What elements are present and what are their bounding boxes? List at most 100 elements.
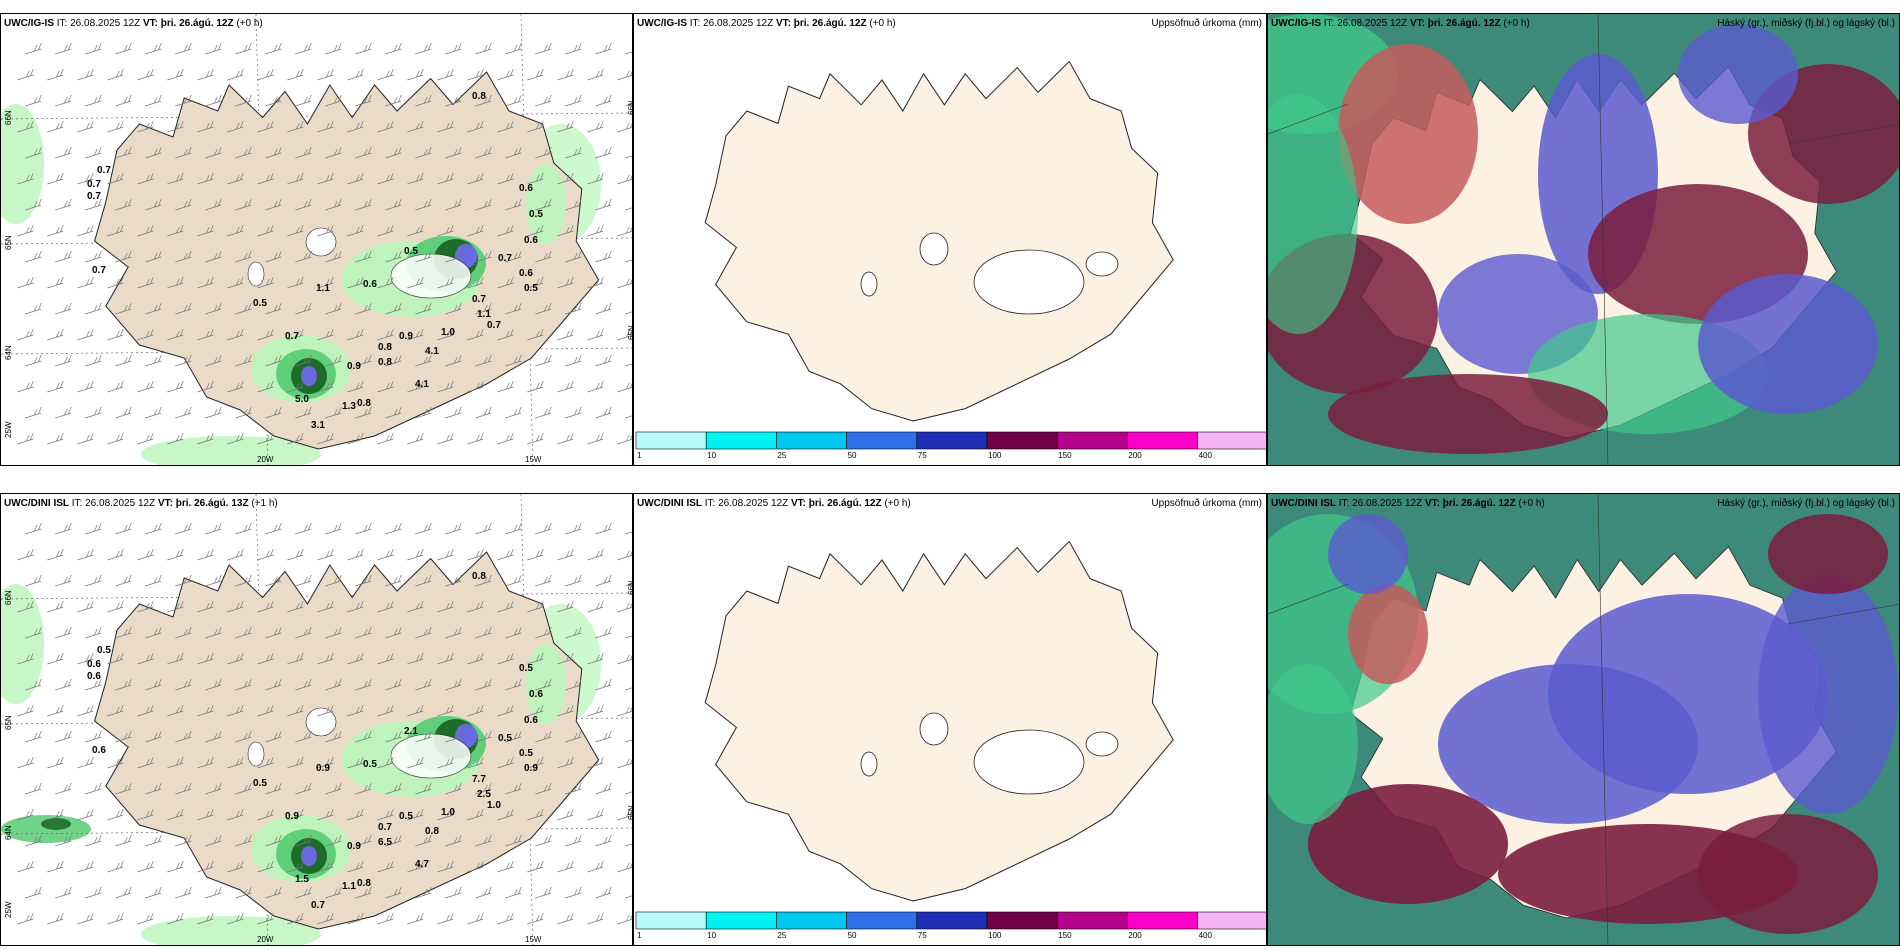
colorbar-tick-label: 75 [918,451,927,460]
wind-barb [565,146,582,159]
wind-barb [385,574,402,587]
wind-barb [55,574,72,587]
wind-barb [257,600,274,613]
wind-barb [475,198,492,211]
wind-barb [617,174,632,185]
wind-barb [295,146,312,159]
wind-barb [77,600,94,613]
wind-barb [437,860,454,873]
wind-barb [77,328,94,341]
wind-barb [107,380,124,393]
wind-barb [205,354,222,367]
wind-barb [625,51,632,55]
wind-barb [115,250,132,263]
wind-barb [325,146,342,159]
wind-barb [377,172,394,185]
wind-barb [287,68,304,81]
colorbar-swatch [986,911,1058,930]
cloud-patch [1328,374,1608,454]
wind-barb [265,250,282,263]
wind-barb [437,68,454,81]
wind-barb [137,172,154,185]
wind-barb [55,522,72,535]
wind-barb [167,860,184,873]
wind-barb [77,912,94,925]
wind-barb [505,94,522,107]
wind-barb [287,808,304,821]
wind-barb [625,687,632,691]
colorbar-tick-label: 50 [848,451,857,460]
wind-barb [617,70,632,81]
wind-barb [415,198,432,211]
wind-barb [55,782,72,795]
wind-barb [235,678,252,691]
glacier [305,227,337,257]
wind-barb [445,94,462,107]
wind-barb [497,860,514,873]
wind-barb [497,756,514,769]
cloud-patch [1338,44,1478,224]
wind-barb [25,94,42,107]
wind-barb [137,756,154,769]
wind-barb [587,172,604,185]
wind-barb [527,600,544,613]
wind-barb [17,548,34,561]
wind-barb [445,522,462,535]
wind-barb [257,172,274,185]
axis-tick-label: 66N [4,110,13,125]
wind-barb [505,198,522,211]
precip-patch [301,846,317,866]
glacier [390,253,472,299]
wind-barb [47,756,64,769]
wind-barb [355,678,372,691]
wind-barb [197,548,214,561]
wind-barb [557,380,574,393]
wind-barb [557,600,574,613]
wind-barb [565,886,582,899]
wind-barb [197,808,214,821]
wind-barb [587,224,604,237]
wind-barb [475,250,492,263]
wind-barb [565,94,582,107]
boundary-line [1787,604,1899,625]
wind-barb [587,276,604,289]
wind-barb [227,756,244,769]
wind-barb [145,522,162,535]
wind-barb [197,652,214,665]
wind-barb [235,574,252,587]
wind-barb [475,886,492,899]
wind-barb [385,42,402,55]
wind-barb [17,68,34,81]
wind-barb [17,120,34,133]
wind-barb [145,354,162,367]
wind-barb [77,652,94,665]
wind-barb [107,600,124,613]
wind-barb [197,68,214,81]
glacier [1085,251,1119,277]
wind-barb [145,406,162,419]
cloud-patch [1308,784,1508,904]
iceland-landmass [94,551,600,930]
wind-barb [317,120,334,133]
precip-value-label: 0.5 [97,645,111,656]
wind-barb [197,756,214,769]
wind-barb [25,678,42,691]
wind-barb [287,548,304,561]
wind-barb [317,808,334,821]
wind-barb [325,782,342,795]
wind-barb [17,172,34,185]
wind-barb [557,860,574,873]
wind-barb [295,730,312,743]
wind-barb [25,834,42,847]
wind-barb [145,782,162,795]
wind-barb [595,834,612,847]
boundary-line [1268,583,1349,615]
wind-barb [527,432,544,445]
precip-value-label: 0.5 [529,209,543,220]
wind-barb [205,146,222,159]
wind-barb [265,678,282,691]
wind-barb [175,522,192,535]
wind-barb [565,406,582,419]
wind-barb [17,860,34,873]
wind-barb [565,522,582,535]
